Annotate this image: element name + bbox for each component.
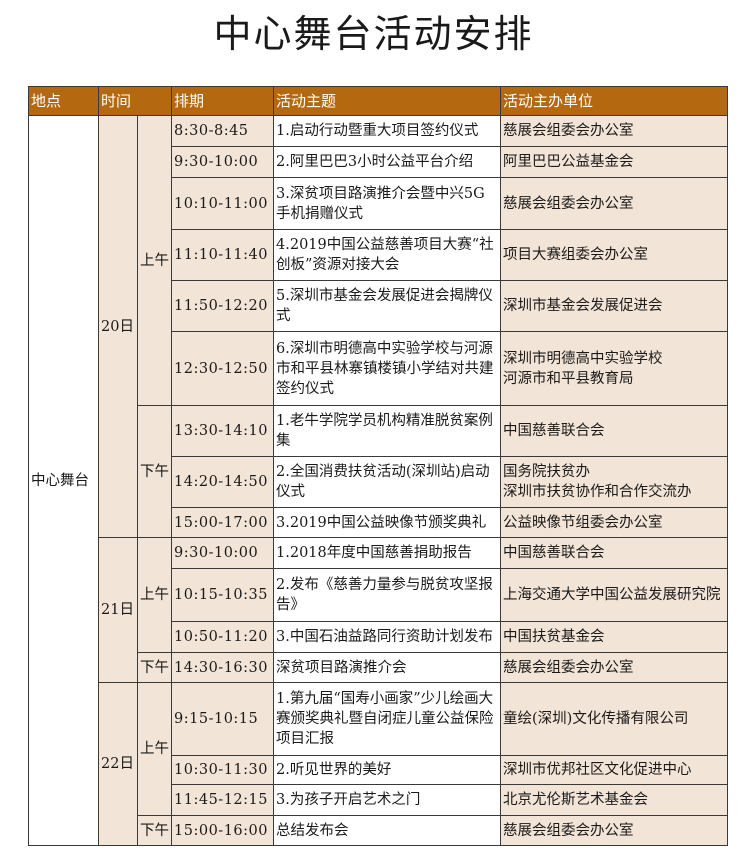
page-title: 中心舞台活动安排 — [213, 12, 534, 56]
time-cell: 10:30-11:30 — [171, 755, 275, 785]
halfday-cell: 下午 — [136, 652, 173, 683]
organizer-cell: 慈展会组委会办公室 — [500, 115, 729, 147]
topic-cell: 1.2018年度中国慈善捐助报告 — [273, 537, 502, 569]
time-cell: 8:30-8:45 — [171, 115, 275, 147]
date-cell: 22日 — [98, 682, 138, 846]
table-row: 10:15-10:35 2.发布《慈善力量参与脱贫攻坚报告》 上海交通大学中国公益发… — [29, 568, 729, 622]
organizer-cell: 上海交通大学中国公益发展研究院 — [500, 568, 729, 622]
time-cell: 10:10-11:00 — [171, 177, 275, 230]
topic-cell: 3.深贫项目路演推介会暨中兴5G手机捐赠仪式 — [273, 177, 502, 230]
header-location: 地点 — [28, 86, 99, 116]
topic-cell: 总结发布会 — [273, 815, 502, 846]
table-row: 下午 15:00-16:00 总结发布会 慈展会组委会办公室 — [29, 815, 729, 846]
table-row: 中心舞台 20日 上午 8:30-8:45 1.启动行动暨重大项目签约仪式 慈展会组委会办… — [28, 115, 729, 846]
topic-cell: 3.中国石油益路同行资助计划发布 — [273, 621, 502, 653]
topic-cell: 3.2019中国公益映像节颁奖典礼 — [273, 507, 502, 538]
organizer-cell: 慈展会组委会办公室 — [500, 652, 729, 683]
time-cell: 9:30-10:00 — [171, 537, 275, 569]
topic-cell: 2.阿里巴巴3小时公益平台介绍 — [273, 146, 502, 178]
location-cell: 中心舞台 — [28, 115, 99, 846]
topic-cell: 深贫项目路演推介会 — [273, 652, 502, 683]
topic-cell: 1.老牛学院学员机构精准脱贫案例集 — [273, 405, 502, 457]
date-cell: 21日 — [98, 537, 138, 683]
time-cell: 9:15-10:15 — [171, 682, 275, 756]
table-row: 22日 上午 9:15-10:15 1.第九届“国寿小画家”少儿绘画大赛颁奖典礼暨自闭… — [29, 682, 729, 846]
organizer-cell: 项目大赛组委会办公室 — [500, 229, 729, 281]
halfday-cell: 下午 — [136, 405, 173, 538]
topic-cell: 2.听见世界的美好 — [273, 755, 502, 785]
organizer-cell: 中国慈善联合会 — [500, 405, 729, 457]
table-row: 21日 上午 9:30-10:00 1.2018年度中国慈善捐助报告 中国慈善联合会 — [29, 537, 729, 683]
header-organizer: 活动主办单位 — [500, 86, 729, 116]
organizer-cell: 慈展会组委会办公室 — [500, 815, 729, 846]
topic-cell: 1.启动行动暨重大项目签约仪式 — [273, 115, 502, 147]
time-cell: 11:45-12:15 — [171, 784, 275, 816]
table-row: 12:30-12:50 6.深圳市明德高中实验学校与河源市和平县林寨镇楼镇小学结对… — [29, 331, 729, 406]
table-row: 10:30-11:30 2.听见世界的美好 深圳市优邦社区文化促进中心 — [29, 755, 729, 785]
schedule-table: 地点 时间 排期 活动主题 活动主办单位 中心舞台 20日 上午 8:30-8:45 1… — [28, 86, 729, 846]
table-row: 11:10-11:40 4.2019中国公益慈善项目大赛“社创板”资源对接大会 项目… — [29, 229, 729, 281]
topic-cell: 2.发布《慈善力量参与脱贫攻坚报告》 — [273, 568, 502, 622]
time-cell: 15:00-17:00 — [171, 507, 275, 538]
header-schedule: 排期 — [171, 86, 275, 116]
time-cell: 10:15-10:35 — [171, 568, 275, 622]
table-row: 11:50-12:20 5.深圳市基金会发展促进会揭牌仪式 深圳市基金会发展促进会 — [29, 280, 729, 332]
table-row: 10:50-11:20 3.中国石油益路同行资助计划发布 中国扶贫基金会 — [29, 621, 729, 653]
time-cell: 11:10-11:40 — [171, 229, 275, 281]
organizer-cell: 深圳市优邦社区文化促进中心 — [500, 755, 729, 785]
organizer-cell: 国务院扶贫办 深圳市扶贫协作和合作交流办 — [500, 456, 729, 508]
table-row: 9:30-10:00 2.阿里巴巴3小时公益平台介绍 阿里巴巴公益基金会 — [29, 146, 729, 178]
organizer-cell: 深圳市明德高中实验学校 河源市和平县教育局 — [500, 331, 729, 406]
organizer-cell: 北京尤伦斯艺术基金会 — [500, 784, 729, 816]
time-cell: 15:00-16:00 — [171, 815, 275, 846]
organizer-cell: 中国扶贫基金会 — [500, 621, 729, 653]
date-cell: 20日 — [98, 115, 138, 538]
topic-cell: 4.2019中国公益慈善项目大赛“社创板”资源对接大会 — [273, 229, 502, 281]
topic-cell: 6.深圳市明德高中实验学校与河源市和平县林寨镇楼镇小学结对共建签约仪式 — [273, 331, 502, 406]
table-row: 11:45-12:15 3.为孩子开启艺术之门 北京尤伦斯艺术基金会 — [29, 784, 729, 816]
organizer-cell: 慈展会组委会办公室 — [500, 177, 729, 230]
halfday-cell: 上午 — [136, 682, 173, 816]
time-cell: 11:50-12:20 — [171, 280, 275, 332]
topic-cell: 3.为孩子开启艺术之门 — [273, 784, 502, 816]
time-cell: 14:30-16:30 — [171, 652, 275, 683]
topic-cell: 2.全国消费扶贫活动(深圳站)启动仪式 — [273, 456, 502, 508]
time-cell: 14:20-14:50 — [171, 456, 275, 508]
topic-cell: 1.第九届“国寿小画家”少儿绘画大赛颁奖典礼暨自闭症儿童公益保险项目汇报 — [273, 682, 502, 756]
topic-cell: 5.深圳市基金会发展促进会揭牌仪式 — [273, 280, 502, 332]
time-cell: 12:30-12:50 — [171, 331, 275, 406]
organizer-cell: 公益映像节组委会办公室 — [500, 507, 729, 538]
halfday-cell: 上午 — [136, 115, 173, 406]
organizer-cell: 中国慈善联合会 — [500, 537, 729, 569]
header-row: 地点 时间 排期 活动主题 活动主办单位 — [28, 86, 729, 116]
organizer-cell: 童绘(深圳)文化传播有限公司 — [500, 682, 729, 756]
time-cell: 9:30-10:00 — [171, 146, 275, 178]
table-row: 下午 14:30-16:30 深贫项目路演推介会 慈展会组委会办公室 — [29, 652, 729, 683]
time-cell: 13:30-14:10 — [171, 405, 275, 457]
time-cell: 10:50-11:20 — [171, 621, 275, 653]
organizer-cell: 阿里巴巴公益基金会 — [500, 146, 729, 178]
header-time: 时间 — [97, 86, 173, 116]
halfday-cell: 下午 — [136, 815, 173, 846]
table-row: 14:20-14:50 2.全国消费扶贫活动(深圳站)启动仪式 国务院扶贫办 深圳市… — [29, 456, 729, 508]
organizer-cell: 深圳市基金会发展促进会 — [500, 280, 729, 332]
table-row: 15:00-17:00 3.2019中国公益映像节颁奖典礼 公益映像节组委会办公室 — [29, 507, 729, 538]
halfday-cell: 上午 — [136, 537, 173, 653]
header-topic: 活动主题 — [273, 86, 502, 116]
